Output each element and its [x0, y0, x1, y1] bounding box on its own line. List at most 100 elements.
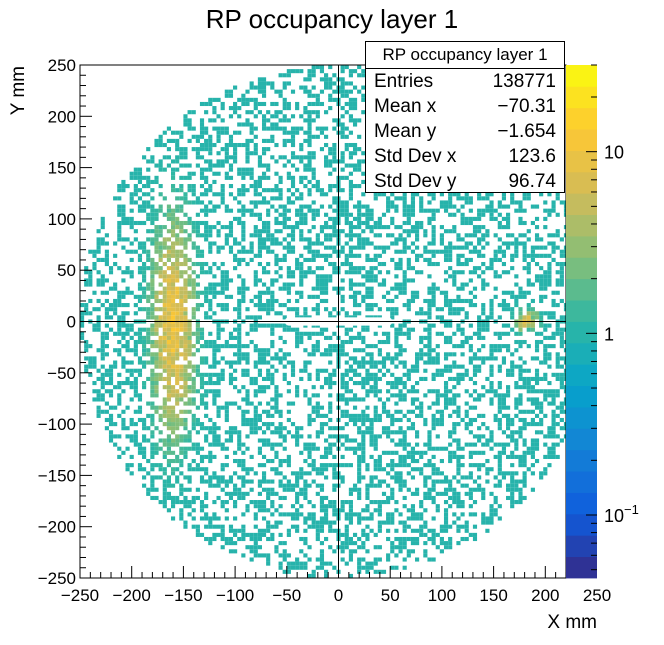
heatmap-cell — [88, 270, 93, 275]
heatmap-cell — [423, 335, 428, 340]
heatmap-cell — [439, 237, 444, 242]
heatmap-cell — [390, 372, 395, 377]
heatmap-cell — [493, 413, 498, 418]
heatmap-cell — [319, 126, 325, 131]
heatmap-cell — [108, 270, 114, 275]
heatmap-cell — [166, 290, 171, 295]
heatmap-cell — [324, 298, 329, 304]
heatmap-cell — [295, 335, 300, 340]
heatmap-cell — [249, 298, 254, 304]
heatmap-cell — [133, 348, 138, 353]
heatmap-cell — [154, 352, 159, 357]
heatmap-cell — [175, 467, 180, 472]
heatmap-cell — [290, 364, 296, 369]
heatmap-cell — [357, 216, 362, 221]
heatmap-cell — [477, 335, 482, 340]
heatmap-cell — [125, 266, 130, 271]
heatmap-cell — [191, 134, 196, 139]
heatmap-cell — [398, 389, 403, 394]
heatmap-cell — [348, 151, 353, 156]
heatmap-cell — [365, 257, 370, 262]
heatmap-cell — [315, 376, 320, 381]
heatmap-cell — [332, 500, 337, 505]
heatmap-cell — [452, 212, 457, 217]
heatmap-cell — [361, 159, 366, 164]
heatmap-cell — [324, 142, 329, 148]
heatmap-cell — [253, 426, 258, 431]
heatmap-cell — [224, 225, 229, 230]
heatmap-cell — [166, 266, 171, 271]
heatmap-cell — [286, 274, 291, 279]
heatmap-cell — [241, 413, 246, 418]
heatmap-cell — [452, 491, 457, 496]
heatmap-cell — [137, 270, 143, 275]
heatmap-cell — [278, 356, 283, 361]
heatmap-cell — [431, 422, 436, 427]
heatmap-cell — [117, 446, 122, 451]
heatmap-cell — [175, 155, 180, 160]
heatmap-cell — [204, 381, 209, 386]
heatmap-cell — [431, 417, 436, 423]
heatmap-cell — [315, 184, 320, 189]
heatmap-cell — [415, 220, 420, 226]
heatmap-cell — [319, 192, 325, 197]
heatmap-cell — [369, 356, 374, 361]
heatmap-cell — [266, 118, 271, 123]
heatmap-cell — [295, 491, 300, 496]
heatmap-cell — [191, 500, 196, 505]
heatmap-cell — [328, 204, 333, 209]
heatmap-cell — [166, 376, 171, 381]
heatmap-cell — [501, 196, 507, 201]
heatmap-cell — [183, 356, 188, 361]
heatmap-cell — [319, 298, 325, 304]
heatmap-cell — [377, 520, 382, 525]
heatmap-cell — [183, 475, 188, 480]
heatmap-cell — [257, 323, 262, 328]
heatmap-cell — [369, 389, 374, 394]
heatmap-cell — [257, 500, 262, 505]
heatmap-cell — [170, 323, 176, 328]
heatmap-cell — [228, 360, 234, 365]
heatmap-cell — [195, 389, 200, 394]
heatmap-cell — [452, 204, 457, 209]
heatmap-cell — [175, 368, 180, 373]
heatmap-cell — [191, 524, 196, 529]
heatmap-cell — [142, 204, 147, 209]
heatmap-cell — [290, 184, 296, 189]
heatmap-cell — [324, 376, 329, 381]
heatmap-cell — [443, 352, 449, 357]
heatmap-cell — [295, 512, 300, 517]
heatmap-cell — [472, 356, 478, 361]
heatmap-cell — [394, 545, 399, 550]
heatmap-cell — [489, 368, 494, 373]
heatmap-cell — [448, 434, 453, 439]
heatmap-cell — [261, 360, 267, 365]
heatmap-cell — [344, 81, 349, 86]
heatmap-cell — [162, 348, 167, 353]
heatmap-cell — [278, 323, 283, 328]
heatmap-cell — [303, 479, 308, 484]
heatmap-cell — [373, 315, 378, 320]
heatmap-cell — [319, 229, 325, 234]
heatmap-cell — [406, 368, 411, 373]
heatmap-cell — [233, 471, 238, 476]
heatmap-cell — [257, 426, 262, 431]
heatmap-cell — [253, 381, 258, 386]
heatmap-cell — [245, 118, 250, 123]
heatmap-cell — [261, 430, 267, 435]
heatmap-cell — [468, 344, 473, 349]
heatmap-cell — [270, 467, 275, 472]
heatmap-cell — [348, 188, 353, 193]
heatmap-cell — [410, 196, 416, 201]
heatmap-cell — [183, 381, 188, 386]
heatmap-cell — [228, 208, 234, 213]
heatmap-cell — [175, 479, 180, 484]
heatmap-cell — [510, 504, 515, 509]
heatmap-cell — [133, 184, 138, 189]
heatmap-cell — [241, 249, 246, 254]
heatmap-cell — [361, 335, 366, 340]
heatmap-cell — [423, 532, 428, 537]
heatmap-cell — [307, 126, 312, 131]
heatmap-cell — [295, 130, 300, 135]
heatmap-cell — [468, 405, 473, 410]
